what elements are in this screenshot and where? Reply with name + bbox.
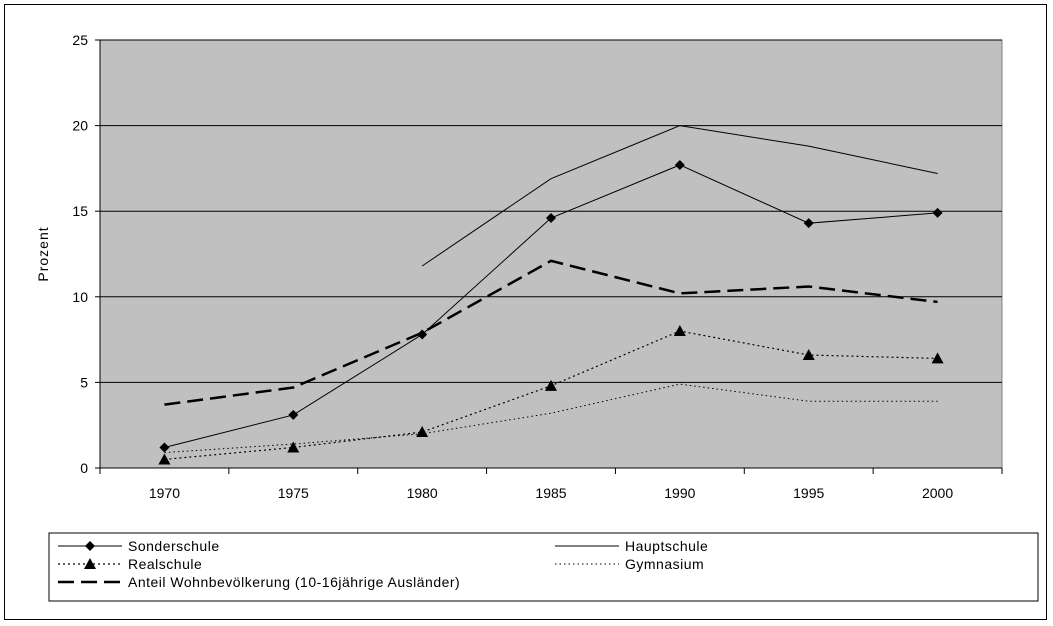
triangle-marker bbox=[545, 379, 557, 391]
triangle-marker bbox=[84, 558, 96, 569]
x-tick-label: 1995 bbox=[793, 485, 824, 501]
y-tick-label: 5 bbox=[80, 374, 88, 390]
triangle-marker bbox=[158, 453, 171, 465]
triangle-marker bbox=[931, 352, 944, 364]
gridlines bbox=[100, 39, 1002, 383]
legend-label: Realschule bbox=[128, 556, 202, 572]
y-axis-label: Prozent bbox=[35, 226, 51, 281]
series-path bbox=[421, 125, 938, 267]
y-tick-label: 10 bbox=[72, 289, 88, 305]
legend: Sonderschule Hauptschule Realschule Gymnasi… bbox=[58, 538, 708, 590]
diamond-marker bbox=[803, 218, 814, 229]
x-tick-label: 1985 bbox=[535, 485, 566, 501]
series-line bbox=[158, 325, 944, 465]
triangle-marker bbox=[287, 441, 300, 453]
series-group bbox=[158, 125, 944, 465]
legend-box bbox=[48, 532, 1039, 602]
triangle-marker bbox=[802, 349, 815, 361]
x-tick-label: 1980 bbox=[407, 485, 438, 501]
y-axis: 0 5 10 15 20 25 bbox=[72, 32, 101, 476]
x-tick-label: 2000 bbox=[922, 485, 953, 501]
series-line bbox=[164, 259, 938, 406]
y-tick-label: 20 bbox=[72, 118, 88, 134]
x-tick-label: 1970 bbox=[149, 485, 180, 501]
x-axis: 1970 1975 1980 1985 1990 1995 2000 bbox=[99, 467, 1003, 501]
legend-label: Anteil Wohnbevölkerung (10-16jährige Aus… bbox=[128, 574, 460, 590]
x-tick-label: 1975 bbox=[278, 485, 309, 501]
diamond-marker bbox=[85, 541, 95, 551]
diamond-marker bbox=[546, 213, 556, 224]
legend-label: Sonderschule bbox=[128, 538, 220, 554]
diamond-marker bbox=[417, 329, 428, 340]
series-path bbox=[164, 259, 938, 406]
diamond-marker bbox=[159, 442, 170, 453]
legend-label: Gymnasium bbox=[625, 556, 704, 572]
x-tick-label: 1990 bbox=[664, 485, 695, 501]
y-tick-label: 25 bbox=[72, 32, 88, 48]
diamond-marker bbox=[674, 159, 685, 170]
plot-area bbox=[99, 39, 1003, 469]
y-tick-label: 0 bbox=[80, 460, 88, 476]
diamond-marker bbox=[288, 409, 299, 420]
legend-label: Hauptschule bbox=[625, 538, 708, 554]
y-tick-label: 15 bbox=[72, 203, 88, 219]
triangle-marker bbox=[416, 426, 429, 438]
series-line bbox=[159, 159, 943, 453]
series-line bbox=[421, 125, 938, 267]
triangle-marker bbox=[673, 325, 686, 337]
diamond-marker bbox=[932, 207, 943, 218]
